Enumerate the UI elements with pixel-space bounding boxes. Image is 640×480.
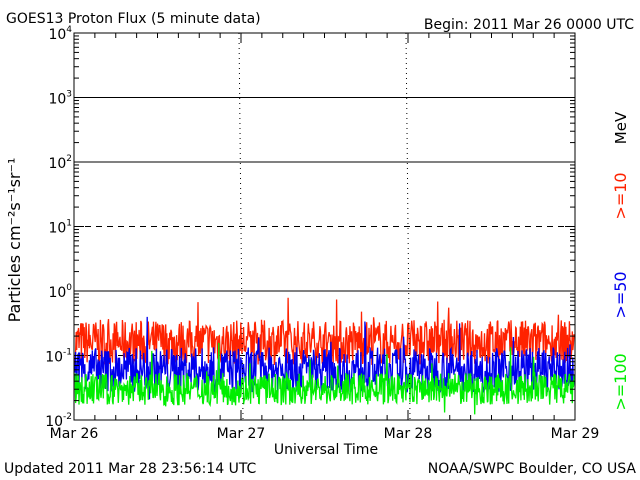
grid-lines (74, 97, 575, 356)
y-tick-label: 10-1 (45, 348, 72, 366)
x-tick-label: Mar 26 (50, 426, 99, 442)
legend-label-3: >=100 (611, 353, 630, 410)
credit: NOAA/SWPC Boulder, CO USA (428, 461, 637, 477)
plot-frame (73, 32, 576, 421)
unit-label: MeV (612, 111, 630, 144)
y-tick-label: 102 (48, 154, 72, 172)
chart-title: GOES13 Proton Flux (5 minute data) (6, 11, 261, 27)
y-tick-label: 104 (48, 25, 72, 43)
x-tick-label: Mar 28 (384, 426, 433, 442)
y-tick-label: 100 (48, 283, 72, 301)
x-tick-label: Mar 29 (551, 426, 600, 442)
legend-label-2: >=50 (611, 271, 630, 318)
y-tick-label: 101 (48, 219, 72, 237)
x-axis-label: Universal Time (274, 442, 378, 458)
y-axis: 104 103 102 101 100 10-1 10-2 (45, 25, 575, 430)
legend-label-1: >=10 (611, 172, 630, 219)
y-tick-label: 103 (48, 90, 72, 108)
begin-time: Begin: 2011 Mar 26 0000 UTC (424, 17, 634, 33)
series-line-1 (74, 297, 575, 367)
y-axis-label: Particles cm⁻²s⁻¹sr⁻¹ (5, 158, 24, 323)
x-axis: Mar 26 Mar 27 Mar 28 Mar 29 (50, 33, 600, 442)
x-tick-label: Mar 27 (217, 426, 266, 442)
series-layer (74, 297, 575, 415)
updated-time: Updated 2011 Mar 28 23:56:14 UTC (4, 461, 257, 477)
series-line-3 (74, 342, 575, 415)
y-tick-label: 10-2 (45, 412, 72, 430)
legend: >=10 >=50 >=100 MeV (611, 111, 630, 411)
